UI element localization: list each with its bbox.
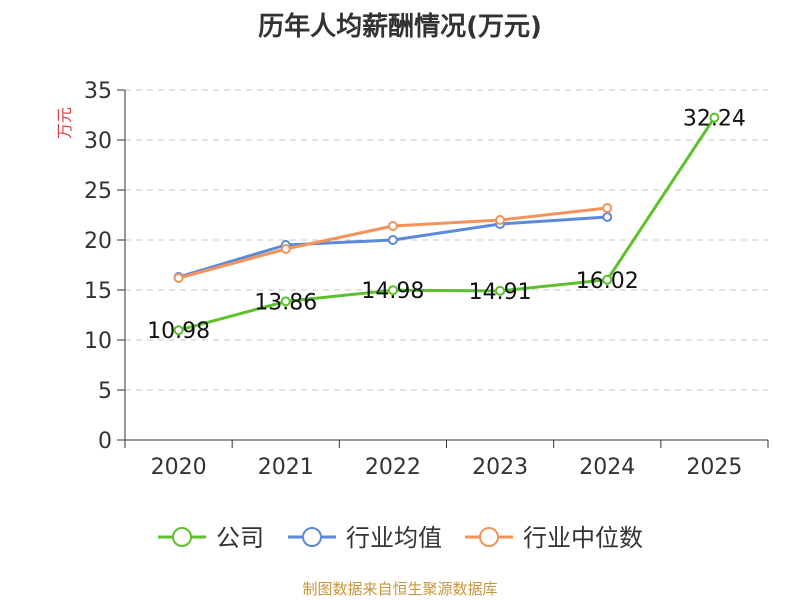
legend-swatch-marker <box>172 527 192 547</box>
legend-swatch-marker <box>479 527 499 547</box>
data-point[interactable] <box>387 285 398 296</box>
y-tick-label: 0 <box>98 429 112 454</box>
data-label: 10.98 <box>147 319 210 344</box>
y-axis-ticks: 0 5 10 15 20 25 30 35 <box>84 79 125 454</box>
y-axis-label: 万元 <box>55 107 74 139</box>
data-label: 14.91 <box>469 280 532 305</box>
legend-item-2[interactable]: 行业中位数 <box>465 524 643 552</box>
x-tick-label: 2025 <box>686 455 742 480</box>
x-tick-label: 2024 <box>579 455 635 480</box>
x-tick-label: 2020 <box>151 455 207 480</box>
y-tick-label: 25 <box>84 179 112 204</box>
x-tick-label: 2023 <box>472 455 528 480</box>
data-point[interactable] <box>280 244 291 254</box>
legend-label: 公司 <box>216 524 264 552</box>
legend-label: 行业均值 <box>346 524 442 552</box>
y-tick-label: 35 <box>84 79 112 104</box>
data-point[interactable] <box>709 112 720 123</box>
chart-title: 历年人均薪酬情况(万元) <box>258 12 542 42</box>
data-point[interactable] <box>173 273 184 283</box>
legend: 公司 行业均值 行业中位数 <box>158 524 643 552</box>
data-label: 14.98 <box>361 279 424 304</box>
y-tick-label: 5 <box>98 379 112 404</box>
legend-item-0[interactable]: 公司 <box>158 524 264 552</box>
data-point[interactable] <box>387 235 398 245</box>
x-axis-ticks: 2020 2021 2022 2023 2024 2025 <box>124 440 769 480</box>
data-point[interactable] <box>387 221 398 231</box>
data-label: 16.02 <box>576 269 639 294</box>
series-lines <box>173 112 720 336</box>
x-tick-label: 2022 <box>365 455 421 480</box>
data-point[interactable] <box>173 325 184 336</box>
series-line-0 <box>178 116 716 332</box>
data-label: 13.86 <box>254 290 317 315</box>
data-point[interactable] <box>602 274 613 285</box>
legend-swatch-marker <box>302 527 322 547</box>
data-point[interactable] <box>602 212 613 222</box>
data-labels: 10.98 13.86 14.98 14.91 16.02 32.24 <box>147 107 746 345</box>
legend-label: 行业中位数 <box>523 524 643 552</box>
y-tick-label: 10 <box>84 329 112 354</box>
data-point[interactable] <box>495 215 506 225</box>
data-point[interactable] <box>495 285 506 296</box>
data-point[interactable] <box>280 296 291 307</box>
x-tick-label: 2021 <box>258 455 314 480</box>
y-tick-label: 15 <box>84 279 112 304</box>
grid-lines <box>125 89 768 391</box>
data-point[interactable] <box>602 203 613 213</box>
data-label: 32.24 <box>683 107 746 132</box>
source-note: 制图数据来自恒生聚源数据库 <box>302 580 498 598</box>
y-tick-label: 20 <box>84 229 112 254</box>
y-tick-label: 30 <box>84 129 112 154</box>
legend-item-1[interactable]: 行业均值 <box>288 524 442 552</box>
